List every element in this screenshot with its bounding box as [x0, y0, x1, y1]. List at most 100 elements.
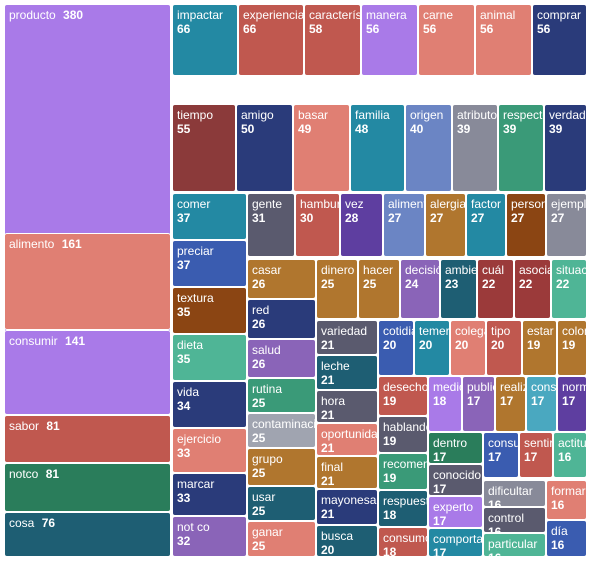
treemap-cell[interactable]: verdad 39 [544, 104, 587, 192]
treemap-cell[interactable]: hamburguesa30 [295, 193, 340, 257]
treemap-cell[interactable]: usar 25 [247, 486, 316, 521]
treemap-cell[interactable]: red 26 [247, 299, 316, 339]
treemap-cell[interactable]: comprar 56 [532, 4, 587, 76]
treemap-cell-label: decisión [405, 263, 439, 277]
treemap-cell[interactable]: rutina 25 [247, 378, 316, 413]
treemap-cell-value: 40 [410, 122, 424, 136]
treemap-cell[interactable]: asociar22 [514, 259, 551, 319]
treemap-cell[interactable]: atributo 39 [452, 104, 498, 192]
treemap-cell[interactable]: color 19 [557, 320, 587, 376]
treemap-cell[interactable]: medio18 [428, 376, 462, 432]
treemap-cell[interactable]: contaminación25 [247, 413, 316, 448]
treemap-cell[interactable]: colega20 [450, 320, 486, 376]
treemap-cell-value: 26 [252, 357, 266, 371]
treemap-cell[interactable]: variedad 21 [316, 320, 378, 355]
treemap-cell[interactable]: sentir 17 [519, 432, 553, 478]
treemap-cell[interactable]: respuesta18 [378, 490, 428, 527]
treemap-cell[interactable]: actitud16 [553, 432, 587, 478]
treemap-cell[interactable]: salud 26 [247, 339, 316, 378]
treemap-cell[interactable]: ejemplo27 [546, 193, 587, 257]
treemap-cell[interactable]: animal 56 [475, 4, 532, 76]
treemap-cell[interactable]: experto 17 [428, 496, 483, 528]
treemap-cell[interactable]: formar 16 [546, 480, 587, 520]
treemap-cell[interactable]: hora 21 [316, 390, 378, 423]
treemap-cell-value: 33 [177, 491, 191, 505]
treemap-cell-label: hamburguesa [300, 197, 339, 211]
treemap-cell[interactable]: preciar 37 [172, 240, 247, 287]
treemap-cell[interactable]: respecto39 [498, 104, 544, 192]
treemap-cell[interactable]: ejercicio 33 [172, 428, 247, 473]
treemap-cell[interactable]: dificultar 16 [483, 480, 546, 507]
treemap-cell[interactable]: particular16 [483, 533, 546, 557]
treemap-cell[interactable]: cuál 22 [477, 259, 514, 319]
treemap-cell[interactable]: dieta 35 [172, 334, 247, 381]
treemap-cell[interactable]: oportunidad21 [316, 423, 378, 456]
treemap-cell[interactable]: casar 26 [247, 259, 316, 299]
treemap-cell[interactable]: tipo 20 [486, 320, 522, 376]
treemap-cell[interactable]: cosa 76 [4, 512, 171, 557]
treemap-cell-value: 17 [433, 450, 447, 464]
treemap-cell-value: 23 [445, 277, 459, 291]
treemap-cell[interactable]: busca 20 [316, 525, 378, 557]
treemap-cell[interactable]: dinero 25 [316, 259, 358, 319]
treemap-cell[interactable]: control 16 [483, 507, 546, 533]
treemap-cell[interactable]: temer 20 [414, 320, 450, 376]
treemap-cell[interactable]: textura 35 [172, 287, 247, 334]
treemap-cell[interactable]: carne 56 [418, 4, 475, 76]
treemap-cell[interactable]: marcar 33 [172, 473, 247, 516]
treemap-cell[interactable]: dentro 17 [428, 432, 483, 464]
treemap-cell[interactable]: leche 21 [316, 355, 378, 390]
treemap-cell[interactable]: grupo 25 [247, 448, 316, 486]
treemap-cell[interactable]: tiempo 55 [172, 104, 236, 192]
treemap-cell-label: alimento [9, 237, 55, 251]
treemap-cell[interactable]: hablando 19 [378, 416, 428, 453]
treemap-cell-value: 39 [503, 122, 517, 136]
treemap-cell[interactable]: normal17 [557, 376, 587, 432]
treemap-cell[interactable]: manera 56 [361, 4, 418, 76]
treemap-cell-label: característica [309, 8, 361, 22]
treemap-cell[interactable]: publicidad17 [462, 376, 495, 432]
treemap-cell[interactable]: notco 81 [4, 463, 171, 512]
treemap-cell[interactable]: consumidor17 [483, 432, 519, 478]
treemap-cell[interactable]: persona27 [506, 193, 546, 257]
treemap-cell[interactable]: familia 48 [350, 104, 405, 192]
treemap-cell[interactable]: amigo 50 [236, 104, 293, 192]
treemap-cell[interactable]: comportamiento17 [428, 528, 483, 557]
treemap-cell-value: 25 [252, 504, 266, 518]
treemap-cell[interactable]: basar 49 [293, 104, 350, 192]
treemap-cell-label: hablando [383, 420, 428, 434]
treemap-cell[interactable]: recomendar19 [378, 453, 428, 490]
treemap-cell[interactable]: ambiente23 [440, 259, 477, 319]
treemap-cell[interactable]: experiencia 66 [238, 4, 304, 76]
treemap-cell[interactable]: not co 32 [172, 516, 247, 557]
treemap-cell[interactable]: alergia 27 [425, 193, 466, 257]
treemap-cell[interactable]: gente 31 [247, 193, 295, 257]
treemap-cell[interactable]: día 16 [546, 520, 587, 557]
treemap-cell[interactable]: sabor 81 [4, 415, 171, 463]
treemap-cell[interactable]: mayonesa 21 [316, 489, 378, 525]
treemap-cell[interactable]: cotidiano20 [378, 320, 414, 376]
treemap-cell-value: 17 [500, 394, 514, 408]
treemap-cell[interactable]: alimento 161 [4, 233, 171, 330]
treemap-cell[interactable]: origen 40 [405, 104, 452, 192]
treemap-cell[interactable]: final 21 [316, 456, 378, 489]
treemap-cell[interactable]: factor 27 [466, 193, 506, 257]
treemap-cell[interactable]: realizar17 [495, 376, 526, 432]
treemap-cell[interactable]: vida 34 [172, 381, 247, 428]
treemap-cell[interactable]: conocido 17 [428, 464, 483, 496]
treemap-cell[interactable]: consumo 18 [378, 527, 428, 557]
treemap-cell[interactable]: alimentación27 [383, 193, 425, 257]
treemap-cell[interactable]: vez 28 [340, 193, 383, 257]
treemap-cell[interactable]: consumir 141 [4, 330, 171, 415]
treemap-cell[interactable]: ganar 25 [247, 521, 316, 557]
treemap-cell[interactable]: estar 19 [522, 320, 557, 376]
treemap-cell[interactable]: impactar 66 [172, 4, 238, 76]
treemap-cell[interactable]: decisión24 [400, 259, 440, 319]
treemap-cell[interactable]: situación22 [551, 259, 587, 319]
treemap-cell[interactable]: comer 37 [172, 193, 247, 240]
treemap-cell[interactable]: desecho 19 [378, 376, 428, 416]
treemap-cell-value: 56 [537, 22, 551, 36]
treemap-cell[interactable]: consciente17 [526, 376, 557, 432]
treemap-cell[interactable]: hacer 25 [358, 259, 400, 319]
treemap-cell[interactable]: característica58 [304, 4, 361, 76]
